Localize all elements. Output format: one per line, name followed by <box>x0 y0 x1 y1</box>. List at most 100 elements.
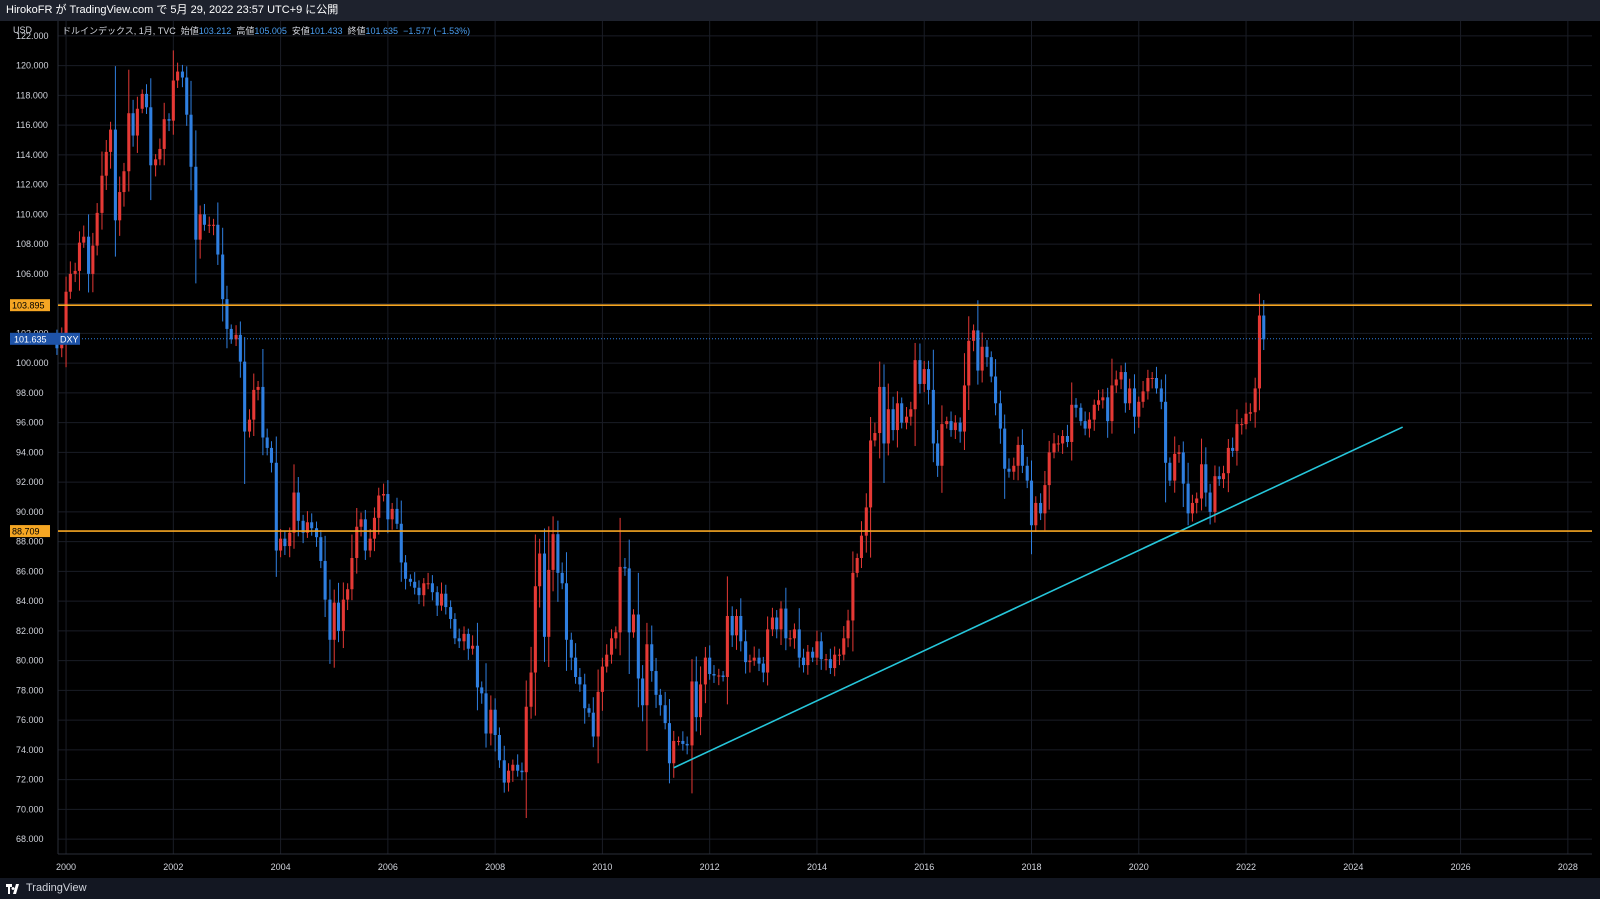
candle-body <box>77 242 81 271</box>
y-tick-label: 86.000 <box>16 566 44 576</box>
last-price-label: 101.635 <box>14 334 47 344</box>
x-tick-label: 2016 <box>914 862 934 872</box>
publish-info-text: HirokoFR が TradingView.com で 5月 29, 2022… <box>6 4 339 16</box>
candle-body <box>583 684 587 709</box>
candle-body <box>596 691 600 737</box>
candle-body <box>618 566 622 633</box>
candle-body <box>962 385 966 432</box>
candle-body <box>985 346 989 358</box>
support-trendline[interactable] <box>673 426 1404 769</box>
y-tick-label: 68.000 <box>16 834 44 844</box>
candle-body <box>967 340 971 386</box>
x-tick-label: 2010 <box>592 862 612 872</box>
candle-body <box>135 108 139 136</box>
candle-body <box>1034 502 1038 526</box>
candle-body <box>68 273 72 292</box>
candle-body <box>430 583 434 593</box>
x-tick-label: 2026 <box>1451 862 1471 872</box>
candle-body <box>654 671 658 695</box>
legend-close-label: 終値 <box>347 26 366 36</box>
candle-body <box>314 528 319 538</box>
candle-body <box>734 616 739 636</box>
x-tick-label: 2022 <box>1236 862 1256 872</box>
candle-body <box>895 403 899 431</box>
candle-body <box>1141 391 1145 402</box>
candle-body <box>1231 447 1235 451</box>
candle-body <box>1226 447 1230 474</box>
legend-low-value: 101.433 <box>309 26 343 36</box>
candle-body <box>1137 401 1141 417</box>
candle-body <box>417 587 421 596</box>
y-tick-label: 90.000 <box>16 507 44 517</box>
candle-body <box>158 148 162 160</box>
candle-body <box>752 657 756 661</box>
candle-body <box>359 519 363 527</box>
candle-body <box>864 507 868 536</box>
candle-body <box>712 674 716 676</box>
candle-body <box>779 608 783 630</box>
candle-body <box>1016 444 1020 466</box>
level-price-label: 88.709 <box>12 527 40 537</box>
candle-body <box>1097 400 1101 405</box>
candle-body <box>301 520 305 533</box>
x-tick-label: 2000 <box>56 862 76 872</box>
candle-body <box>873 433 877 441</box>
candle-body <box>238 334 242 362</box>
candle-body <box>449 607 453 619</box>
candle-body <box>104 151 108 176</box>
candle-body <box>524 706 528 773</box>
candle-body <box>247 419 252 432</box>
legend-symbol[interactable]: ドルインデックス, 1月, TVC <box>62 26 176 36</box>
candle-body <box>560 572 564 584</box>
chart-area[interactable]: 122.000 120.000 118.000 116.000 114.000 112.0… <box>0 21 1600 878</box>
y-tick-label: 106.000 <box>16 269 49 279</box>
y-tick-label: 78.000 <box>16 685 44 695</box>
candle-body <box>1208 492 1212 512</box>
brand-name: TradingView <box>26 882 87 894</box>
candle-body <box>408 578 412 582</box>
candle-body <box>587 708 591 713</box>
candle-body <box>279 538 283 551</box>
candle-body <box>918 360 922 384</box>
y-tick-label: 122.000 <box>16 31 49 41</box>
candle-body <box>1061 436 1065 444</box>
candle-body <box>1186 483 1190 514</box>
candle-body <box>1056 443 1060 445</box>
candle-body <box>180 71 184 78</box>
candle-body <box>1257 315 1261 389</box>
candle-body <box>1114 379 1118 386</box>
candle-body <box>958 422 962 432</box>
tradingview-logo[interactable]: TradingView <box>6 878 87 899</box>
candle-body <box>1039 502 1043 514</box>
candle-body <box>256 386 260 390</box>
candle-body <box>614 632 618 639</box>
symbol-legend: ドルインデックス, 1月, TVC 始値103.212 高値105.005 安値… <box>62 24 470 37</box>
candle-body <box>149 107 153 166</box>
last-price-symbol: DXY <box>60 334 79 344</box>
candle-body <box>413 581 417 588</box>
candle-body <box>819 641 823 660</box>
candle-body <box>766 629 770 673</box>
y-tick-label: 110.000 <box>16 209 48 219</box>
candle-body <box>162 119 166 149</box>
candle-body <box>980 346 984 371</box>
price-chart[interactable]: 122.000 120.000 118.000 116.000 114.000 112.0… <box>0 21 1600 878</box>
candle-body <box>1199 464 1204 499</box>
candle-body <box>122 171 126 193</box>
candle-body <box>323 560 327 600</box>
y-tick-label: 96.000 <box>16 418 44 428</box>
x-tick-label: 2020 <box>1129 862 1149 872</box>
y-tick-label: 72.000 <box>16 775 44 785</box>
candle-body <box>1262 315 1266 340</box>
candle-body <box>377 495 381 518</box>
candle-body <box>972 330 976 341</box>
currency-label: USD <box>13 25 33 35</box>
y-tick-label: 116.000 <box>16 120 48 130</box>
y-tick-label: 84.000 <box>16 596 44 606</box>
candle-body <box>994 376 998 404</box>
candle-body <box>1146 378 1150 392</box>
candle-body <box>1110 385 1114 422</box>
candle-body <box>828 659 832 669</box>
candle-body <box>529 672 533 707</box>
candle-body <box>422 583 426 596</box>
